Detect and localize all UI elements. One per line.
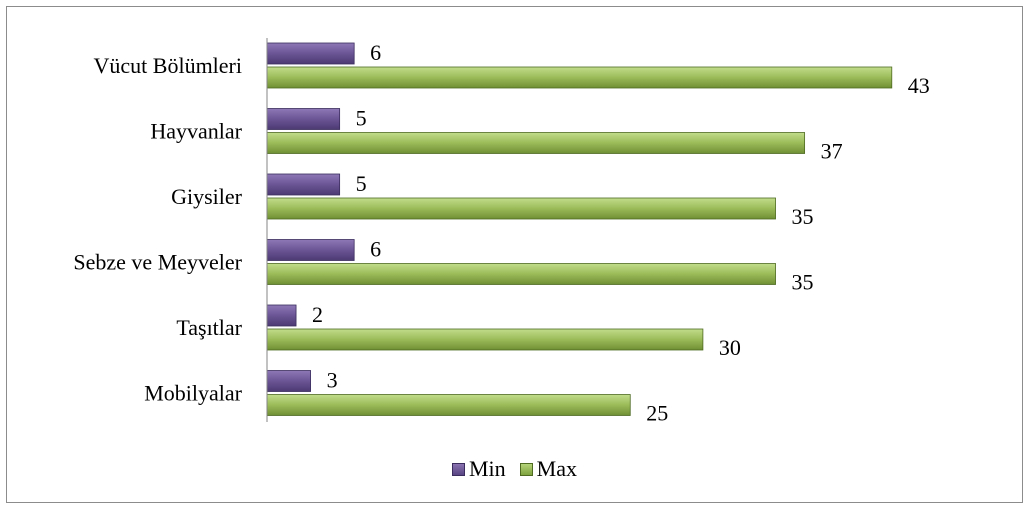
bar-min-hayvanlar bbox=[266, 108, 341, 130]
category-label-sebze-ve-meyveler: Sebze ve Meyveler bbox=[73, 250, 242, 275]
category-label-giysiler: Giysiler bbox=[171, 184, 243, 209]
data-label-max-vucut-bolumleri: 43 bbox=[908, 73, 930, 98]
data-label-min-tasitlar: 2 bbox=[312, 302, 323, 327]
legend: Min Max bbox=[0, 456, 1029, 482]
data-label-max-giysiler: 35 bbox=[792, 204, 814, 229]
bar-max-mobilyalar bbox=[266, 394, 631, 416]
data-label-min-giysiler: 5 bbox=[356, 171, 367, 196]
bar-max-giysiler bbox=[266, 197, 776, 220]
data-label-max-tasitlar: 30 bbox=[719, 335, 741, 360]
bar-max-vucut-bolumleri bbox=[266, 66, 893, 89]
data-label-min-vucut-bolumleri: 6 bbox=[370, 40, 381, 65]
legend-item-min: Min bbox=[451, 456, 506, 482]
chart-frame bbox=[6, 6, 1023, 503]
category-label-mobilyalar: Mobilyalar bbox=[144, 381, 242, 406]
data-label-max-mobilyalar: 25 bbox=[646, 401, 668, 426]
bar-min-tasitlar bbox=[266, 304, 297, 327]
data-label-min-sebze-ve-meyveler: 6 bbox=[370, 237, 381, 262]
legend-label-max: Max bbox=[536, 456, 577, 481]
bar-min-mobilyalar bbox=[266, 370, 311, 392]
bar-max-tasitlar bbox=[266, 328, 704, 351]
bar-min-giysiler bbox=[266, 173, 341, 196]
data-label-min-hayvanlar: 5 bbox=[356, 106, 367, 131]
data-label-max-sebze-ve-meyveler: 35 bbox=[792, 270, 814, 295]
legend-swatch-min bbox=[451, 462, 465, 476]
bar-min-sebze-ve-meyveler bbox=[266, 239, 355, 261]
legend-label-min: Min bbox=[468, 456, 506, 481]
legend-item-max: Max bbox=[519, 456, 577, 482]
legend-swatch-max bbox=[519, 462, 533, 476]
bar-max-hayvanlar bbox=[266, 132, 806, 154]
data-label-min-mobilyalar: 3 bbox=[327, 368, 338, 393]
bar-max-sebze-ve-meyveler bbox=[266, 263, 776, 285]
bar-min-vucut-bolumleri bbox=[266, 42, 355, 65]
category-label-hayvanlar: Hayvanlar bbox=[150, 119, 242, 144]
category-label-vucut-bolumleri: Vücut Bölümleri bbox=[94, 53, 242, 78]
category-label-tasitlar: Taşıtlar bbox=[176, 315, 242, 340]
data-label-max-hayvanlar: 37 bbox=[821, 139, 843, 164]
